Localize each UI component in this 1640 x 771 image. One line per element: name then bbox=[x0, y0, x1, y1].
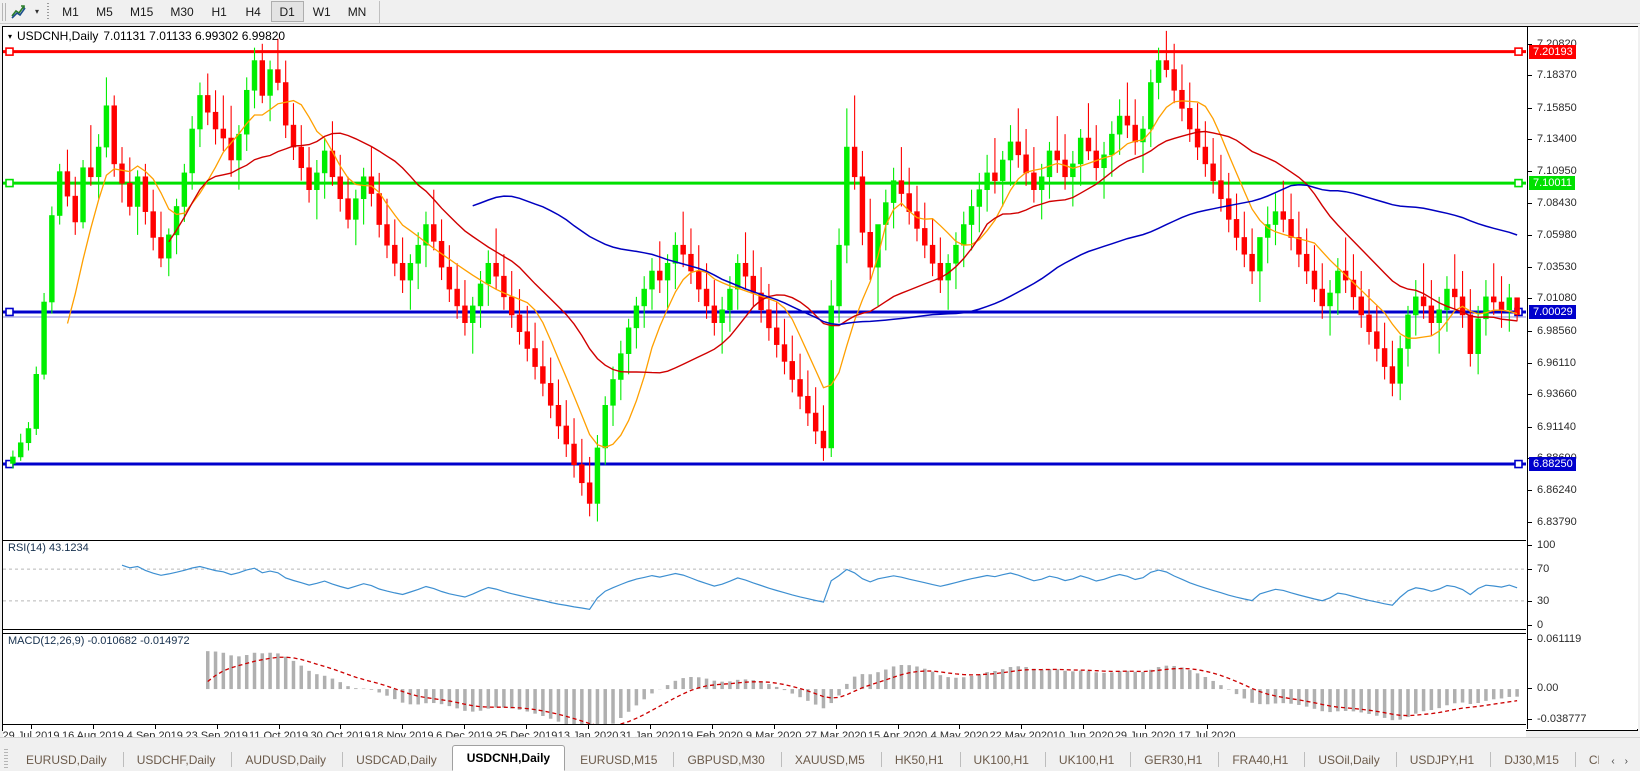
toolbar-separator bbox=[47, 3, 49, 20]
chart-tab-uk100-h1[interactable]: UK100,H1 bbox=[959, 747, 1044, 771]
date-tick bbox=[278, 725, 280, 729]
price-tick: 7.01080 bbox=[1528, 292, 1577, 304]
support2-level-badge[interactable]: 6.88250 bbox=[1529, 457, 1576, 472]
timeframe-w1[interactable]: W1 bbox=[312, 4, 331, 19]
date-tick bbox=[897, 725, 899, 729]
tabbar-grip[interactable] bbox=[4, 749, 8, 769]
chart-tab-usdcad-daily[interactable]: USDCAD,Daily bbox=[341, 747, 452, 771]
chart-tab-fra40-h1[interactable]: FRA40,H1 bbox=[1217, 747, 1303, 771]
rsi-tick: 100 bbox=[1528, 539, 1555, 551]
date-tick bbox=[711, 725, 713, 729]
timeframe-m30[interactable]: M30 bbox=[170, 4, 194, 19]
support-level-badge[interactable]: 7.00029 bbox=[1529, 304, 1576, 319]
price-tick: 6.96110 bbox=[1528, 357, 1576, 369]
price-tick: 6.83790 bbox=[1528, 516, 1577, 528]
timeframe-m15[interactable]: M15 bbox=[130, 4, 154, 19]
price-tick: 7.10950 bbox=[1528, 165, 1577, 177]
chart-tab-audusd-daily[interactable]: AUDUSD,Daily bbox=[230, 747, 341, 771]
chart-tab-china300-h4[interactable]: CHINA300,H4 bbox=[1574, 747, 1599, 771]
chart-tab-usdcnh-daily[interactable]: USDCNH,Daily bbox=[451, 745, 566, 771]
chart-tab-hk50-h1[interactable]: HK50,H1 bbox=[880, 747, 959, 771]
price-tick: 6.98560 bbox=[1528, 325, 1577, 337]
date-tick bbox=[959, 725, 961, 729]
date-tick bbox=[1083, 725, 1085, 729]
tab-scroll-prev-icon[interactable]: ‹ bbox=[1611, 756, 1615, 767]
chart-tab-usoil-daily[interactable]: USOil,Daily bbox=[1303, 747, 1394, 771]
timeframe-h4[interactable]: H4 bbox=[245, 4, 261, 19]
date-tick bbox=[835, 725, 837, 729]
toolbar-end-separator bbox=[379, 0, 381, 23]
date-tick bbox=[464, 725, 466, 729]
timeframe-d1[interactable]: D1 bbox=[270, 1, 304, 22]
date-tick bbox=[1021, 725, 1023, 729]
price-tick: 7.05980 bbox=[1528, 229, 1577, 241]
chart-tab-usdchf-daily[interactable]: USDCHF,Daily bbox=[122, 747, 231, 771]
price-tick: 7.13400 bbox=[1528, 133, 1577, 145]
chart-symbol-label: ▾ USDCNH,Daily 7.01131 7.01133 6.99302 6… bbox=[8, 29, 285, 43]
date-tick bbox=[588, 725, 590, 729]
price-scale[interactable]: 7.20820 7.18370 7.15850 7.13400 7.10950 7.084… bbox=[1527, 27, 1638, 729]
chart-tab-gbpusd-m30[interactable]: GBPUSD,M30 bbox=[672, 747, 779, 771]
rsi-tick: 70 bbox=[1528, 563, 1549, 575]
chart-collapse-icon[interactable]: ▾ bbox=[8, 31, 13, 41]
date-tick bbox=[649, 725, 651, 729]
price-pane[interactable] bbox=[3, 27, 1526, 537]
chart-container[interactable]: ▾ USDCNH,Daily 7.01131 7.01133 6.99302 6… bbox=[2, 26, 1638, 754]
pivot-level-badge[interactable]: 7.10011 bbox=[1529, 176, 1575, 191]
toolbar: ▾ M1 M5 M15 M30 H1 H4 D1 W1 MN bbox=[0, 0, 1640, 24]
date-tick bbox=[216, 725, 218, 729]
rsi-tick: 0 bbox=[1528, 619, 1543, 631]
tab-scroll-controls: ‹ › bbox=[1599, 756, 1640, 771]
rsi-tick: 30 bbox=[1528, 595, 1549, 607]
date-tick bbox=[402, 725, 404, 729]
rsi-pane[interactable]: RSI(14) 43.1234 bbox=[3, 540, 1526, 630]
macd-pane[interactable]: MACD(12,26,9) -0.010682 -0.014972 bbox=[3, 633, 1526, 724]
date-tick bbox=[773, 725, 775, 729]
date-tick bbox=[154, 725, 156, 729]
macd-tick: -0.038777 bbox=[1528, 713, 1587, 725]
resistance-level-badge[interactable]: 7.20193 bbox=[1529, 44, 1576, 59]
macd-tick: 0.061119 bbox=[1528, 633, 1581, 645]
chart-tabbar: EURUSD,Daily USDCHF,Daily AUDUSD,Daily USDC… bbox=[0, 737, 1640, 771]
chart-tabs: EURUSD,Daily USDCHF,Daily AUDUSD,Daily USDC… bbox=[11, 745, 1599, 771]
tab-scroll-next-icon[interactable]: › bbox=[1624, 756, 1628, 767]
timeframe-mn[interactable]: MN bbox=[347, 4, 367, 19]
macd-tick: 0.00 bbox=[1528, 682, 1558, 694]
date-tick bbox=[1145, 725, 1147, 729]
date-tick bbox=[31, 725, 32, 729]
price-tick: 7.18370 bbox=[1528, 69, 1577, 81]
timeframe-group: M1 M5 M15 M30 H1 H4 D1 W1 MN bbox=[54, 1, 375, 23]
chart-tab-usdjpy-h1[interactable]: USDJPY,H1 bbox=[1395, 747, 1489, 771]
ohlc-values: 7.01131 7.01133 6.99302 6.99820 bbox=[103, 29, 286, 43]
price-tick: 7.15850 bbox=[1528, 102, 1577, 114]
price-tick: 6.86240 bbox=[1528, 484, 1577, 496]
macd-plot bbox=[205, 651, 1519, 724]
price-tick: 7.03530 bbox=[1528, 261, 1577, 273]
chart-tab-xauusd-m5[interactable]: XAUUSD,M5 bbox=[780, 747, 880, 771]
chart-tab-ger30-h1[interactable]: GER30,H1 bbox=[1129, 747, 1217, 771]
timeframe-m1[interactable]: M1 bbox=[62, 4, 79, 19]
date-tick bbox=[92, 725, 94, 729]
symbol-timeframe-text: USDCNH,Daily bbox=[17, 29, 99, 43]
charts-icon[interactable] bbox=[8, 2, 30, 22]
price-tick: 6.93660 bbox=[1528, 388, 1577, 400]
date-tick bbox=[526, 725, 528, 729]
timeframe-h1[interactable]: H1 bbox=[211, 4, 227, 19]
rsi-label: RSI(14) 43.1234 bbox=[8, 542, 89, 554]
chart-tab-dj30-m15[interactable]: DJ30,M15 bbox=[1489, 747, 1574, 771]
macd-label: MACD(12,26,9) -0.010682 -0.014972 bbox=[8, 635, 190, 647]
chart-tab-eurusd-daily[interactable]: EURUSD,Daily bbox=[26, 752, 107, 767]
chart-tab-uk100-h1[interactable]: UK100,H1 bbox=[1044, 747, 1129, 771]
price-tick: 7.08430 bbox=[1528, 197, 1577, 209]
price-tick: 6.91140 bbox=[1528, 421, 1576, 433]
chart-tab-eurusd-m15[interactable]: EURUSD,M15 bbox=[580, 752, 658, 767]
rsi-plot bbox=[3, 564, 1526, 610]
price-plot bbox=[3, 30, 1526, 522]
charts-dropdown-icon[interactable]: ▾ bbox=[34, 7, 39, 16]
toolbar-grip[interactable] bbox=[2, 2, 8, 21]
date-tick bbox=[1207, 725, 1208, 729]
date-tick bbox=[340, 725, 342, 729]
timeframe-m5[interactable]: M5 bbox=[96, 4, 113, 19]
